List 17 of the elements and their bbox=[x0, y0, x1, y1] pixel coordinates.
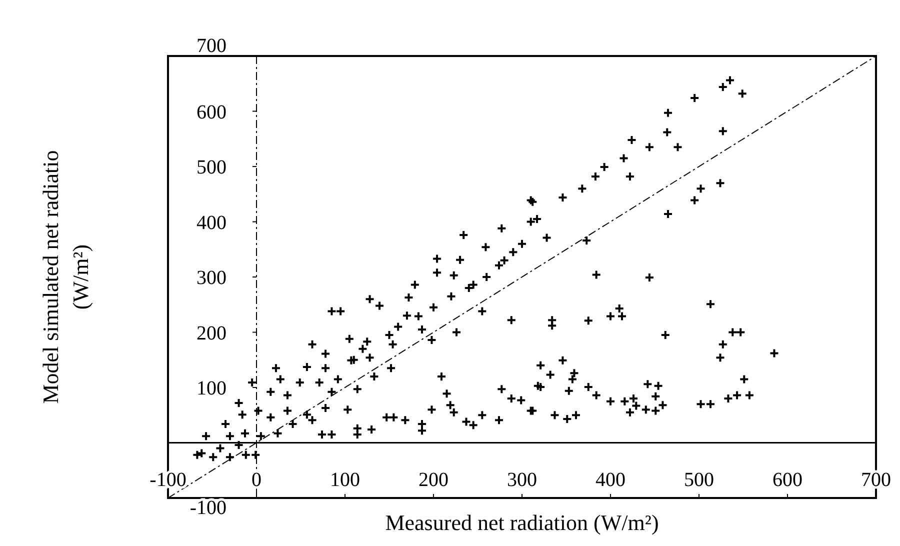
x-tick-label: 600 bbox=[772, 469, 802, 491]
y-tick-label: 600 bbox=[196, 101, 226, 124]
y-tick-label: 100 bbox=[196, 378, 226, 400]
x-tick-label: 300 bbox=[507, 469, 537, 491]
x-tick-label: 500 bbox=[684, 469, 714, 491]
y-tick-label: 400 bbox=[196, 212, 226, 234]
y-tick-label: 500 bbox=[196, 156, 226, 178]
y-tick-label: 700 bbox=[196, 35, 226, 57]
x-axis-title: Measured net radiation (W/m²) bbox=[385, 510, 659, 535]
x-tick-label: 400 bbox=[596, 469, 626, 491]
y-tick-label: 200 bbox=[196, 322, 226, 344]
x-tick-label: 0 bbox=[252, 469, 262, 491]
x-tick-label: 200 bbox=[418, 469, 448, 491]
y-tick-label: -100 bbox=[190, 497, 226, 519]
y-axis-title: Model simulated net radiatio (W/m²) bbox=[38, 150, 93, 404]
y-tick-label: 300 bbox=[196, 267, 226, 289]
x-tick-label: 100 bbox=[330, 469, 360, 491]
